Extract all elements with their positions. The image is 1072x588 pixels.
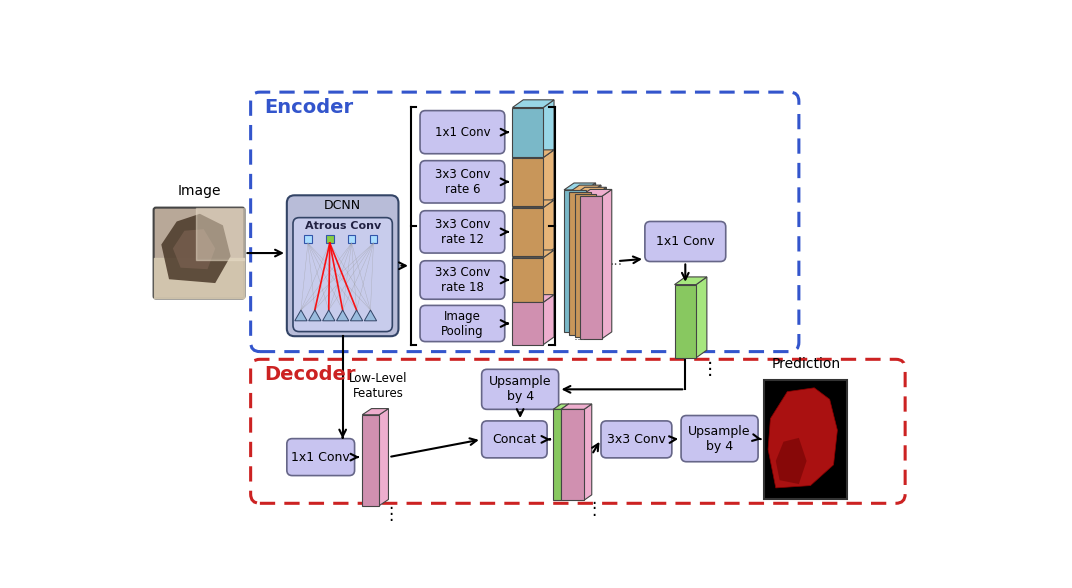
Polygon shape: [512, 250, 554, 258]
Text: .: .: [706, 355, 713, 374]
Polygon shape: [564, 190, 585, 332]
Polygon shape: [512, 108, 544, 157]
Text: Upsample
by 4: Upsample by 4: [489, 375, 551, 403]
Polygon shape: [584, 404, 592, 500]
Polygon shape: [561, 404, 592, 409]
Polygon shape: [553, 409, 561, 500]
Polygon shape: [544, 100, 554, 157]
FancyBboxPatch shape: [420, 161, 505, 203]
Polygon shape: [696, 277, 706, 358]
Polygon shape: [512, 100, 554, 108]
Polygon shape: [512, 208, 544, 256]
Polygon shape: [544, 250, 554, 302]
Text: .: .: [706, 361, 713, 380]
Polygon shape: [580, 196, 601, 339]
Polygon shape: [512, 295, 554, 302]
FancyBboxPatch shape: [481, 369, 559, 409]
Text: .: .: [388, 501, 393, 519]
Polygon shape: [512, 200, 554, 208]
Text: 1x1 Conv: 1x1 Conv: [434, 126, 490, 139]
FancyBboxPatch shape: [420, 111, 505, 153]
Text: ...: ...: [610, 254, 623, 268]
Polygon shape: [295, 310, 307, 321]
Polygon shape: [569, 185, 601, 192]
Polygon shape: [569, 192, 591, 335]
Text: Image
Pooling: Image Pooling: [441, 309, 483, 338]
Polygon shape: [585, 183, 596, 332]
Polygon shape: [544, 200, 554, 256]
Text: Low-Level
Features: Low-Level Features: [348, 372, 407, 400]
Text: 1x1 Conv: 1x1 Conv: [656, 235, 715, 248]
Text: 3x3 Conv
rate 6: 3x3 Conv rate 6: [435, 168, 490, 196]
Text: 3x3 Conv: 3x3 Conv: [607, 433, 666, 446]
Polygon shape: [323, 310, 334, 321]
Text: ...: ...: [574, 330, 585, 343]
Text: .: .: [706, 349, 713, 368]
Text: Concat: Concat: [492, 433, 536, 446]
Text: .: .: [388, 496, 393, 513]
Polygon shape: [553, 404, 568, 409]
Polygon shape: [561, 404, 568, 500]
Text: Upsample
by 4: Upsample by 4: [688, 425, 750, 453]
Text: 3x3 Conv
rate 12: 3x3 Conv rate 12: [435, 218, 490, 246]
Polygon shape: [512, 150, 554, 158]
Polygon shape: [512, 302, 544, 345]
Polygon shape: [364, 310, 376, 321]
Text: .: .: [592, 490, 597, 508]
Polygon shape: [580, 189, 612, 196]
Text: Encoder: Encoder: [265, 98, 354, 117]
Polygon shape: [379, 409, 388, 506]
Text: 3x3 Conv
rate 18: 3x3 Conv rate 18: [435, 266, 490, 294]
FancyBboxPatch shape: [153, 208, 244, 299]
FancyBboxPatch shape: [645, 222, 726, 262]
Text: .: .: [592, 502, 597, 520]
Polygon shape: [512, 158, 544, 206]
FancyBboxPatch shape: [420, 305, 505, 342]
FancyBboxPatch shape: [601, 421, 672, 458]
Polygon shape: [564, 183, 596, 190]
Text: Prediction: Prediction: [771, 357, 840, 371]
FancyBboxPatch shape: [420, 211, 505, 253]
Bar: [370, 235, 377, 243]
FancyBboxPatch shape: [481, 421, 547, 458]
FancyBboxPatch shape: [287, 439, 355, 476]
Text: 1x1 Conv: 1x1 Conv: [292, 450, 351, 463]
Bar: [304, 235, 312, 243]
Polygon shape: [173, 229, 215, 269]
Polygon shape: [362, 415, 379, 506]
Polygon shape: [674, 277, 706, 285]
Polygon shape: [351, 310, 362, 321]
Polygon shape: [362, 409, 388, 415]
FancyBboxPatch shape: [420, 260, 505, 299]
Polygon shape: [544, 150, 554, 206]
Polygon shape: [601, 189, 612, 339]
Polygon shape: [512, 258, 544, 302]
Text: .: .: [388, 507, 393, 525]
Polygon shape: [544, 295, 554, 345]
Polygon shape: [337, 310, 348, 321]
Text: Atrous Conv: Atrous Conv: [304, 222, 381, 232]
Polygon shape: [575, 188, 607, 194]
Polygon shape: [596, 188, 607, 337]
Text: .: .: [592, 496, 597, 513]
Polygon shape: [561, 409, 584, 500]
Bar: [326, 235, 333, 243]
Bar: [347, 235, 356, 243]
Polygon shape: [575, 194, 596, 337]
Polygon shape: [591, 185, 601, 335]
Text: Decoder: Decoder: [265, 366, 356, 385]
Text: Image: Image: [177, 185, 221, 198]
FancyBboxPatch shape: [293, 218, 392, 332]
Polygon shape: [768, 388, 837, 488]
Bar: [764, 380, 847, 499]
Polygon shape: [776, 438, 806, 484]
FancyBboxPatch shape: [681, 416, 758, 462]
FancyBboxPatch shape: [287, 195, 399, 336]
Polygon shape: [674, 285, 696, 358]
Polygon shape: [309, 310, 321, 321]
Text: DCNN: DCNN: [324, 199, 361, 212]
Polygon shape: [161, 214, 230, 283]
